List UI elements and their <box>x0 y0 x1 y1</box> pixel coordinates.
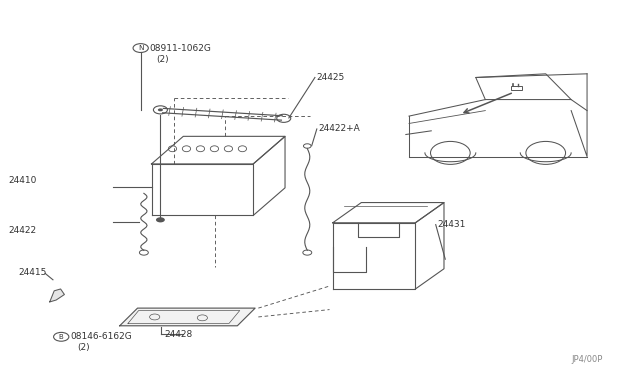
Text: 24422+A: 24422+A <box>318 125 360 134</box>
Text: B: B <box>59 334 63 340</box>
Circle shape <box>158 108 163 111</box>
Text: 24431: 24431 <box>438 220 466 229</box>
Text: 08146-6162G: 08146-6162G <box>70 332 132 341</box>
Text: 08911-1062G: 08911-1062G <box>150 44 211 52</box>
Text: 24415: 24415 <box>18 268 46 277</box>
Polygon shape <box>120 308 255 326</box>
Text: 24410: 24410 <box>8 176 37 185</box>
Text: N: N <box>138 45 143 51</box>
Text: 24425: 24425 <box>316 73 344 82</box>
Text: (2): (2) <box>77 343 90 352</box>
Polygon shape <box>50 289 65 302</box>
Text: 24422: 24422 <box>8 226 36 235</box>
Text: (2): (2) <box>157 55 169 64</box>
Text: 24428: 24428 <box>164 330 193 340</box>
Circle shape <box>156 217 165 222</box>
Text: JP4/00P: JP4/00P <box>571 355 602 364</box>
